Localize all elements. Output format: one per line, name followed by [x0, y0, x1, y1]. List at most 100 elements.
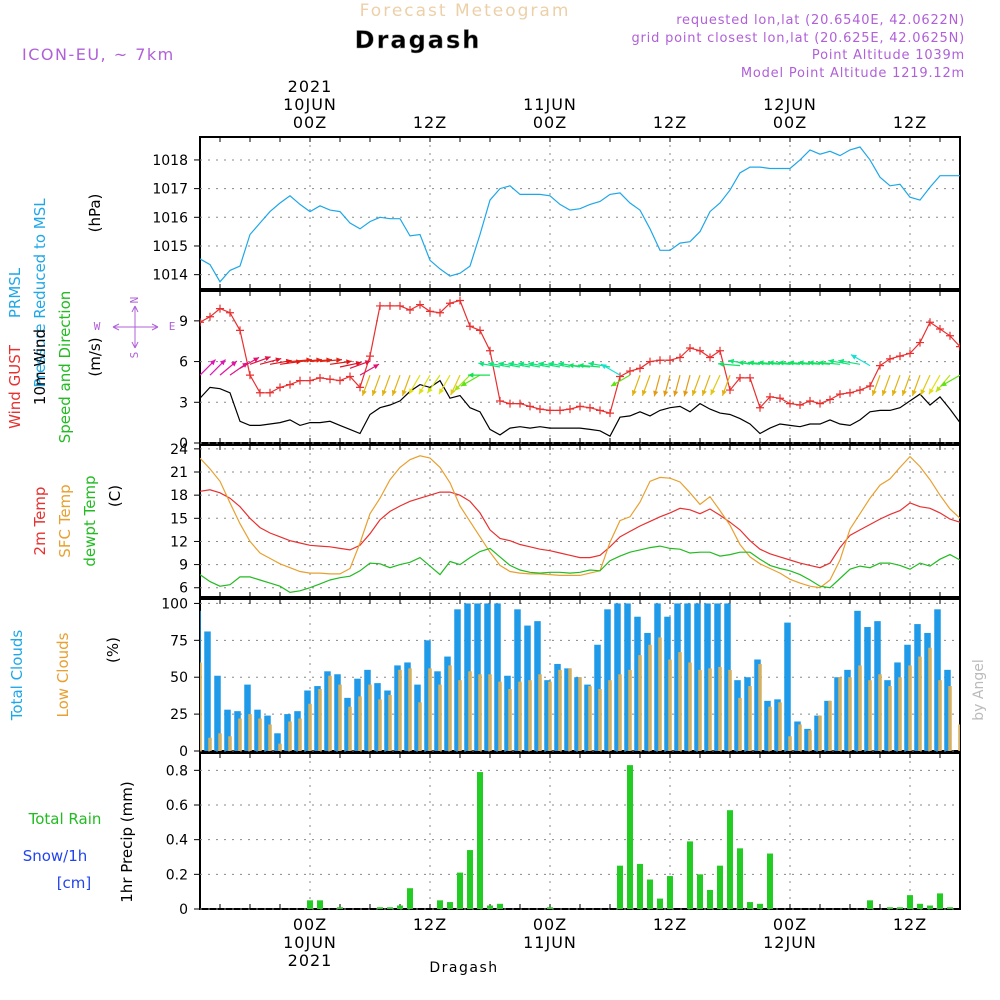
wind-arrow-head — [710, 389, 716, 396]
compass-ns-arrow — [131, 305, 139, 349]
wind-arrow-head — [209, 359, 216, 366]
clouds-bar — [424, 640, 431, 751]
clouds-bar — [588, 686, 592, 751]
precip-ytick-label: 0.6 — [166, 798, 188, 814]
gust-marker — [346, 372, 354, 381]
clouds-bar — [478, 674, 482, 751]
clouds-bar — [864, 627, 871, 751]
gust-marker — [256, 388, 264, 397]
clouds-bar — [554, 663, 561, 751]
clouds-bar — [624, 603, 631, 751]
clouds-bar — [268, 724, 272, 751]
wind-arrow-head — [373, 364, 380, 370]
clouds-bar — [728, 669, 732, 751]
clouds-bar — [658, 637, 662, 751]
wind-arrow-head — [631, 389, 637, 396]
time-label-bottom: 00Z — [533, 915, 567, 934]
gust-marker — [956, 342, 960, 351]
clouds-bar — [694, 603, 701, 751]
clouds-axis-label-0: Total Clouds — [8, 630, 26, 722]
wind-axis-label-2: Speed and Direction — [56, 291, 74, 444]
time-label-top: 10JUN — [283, 95, 337, 114]
wind-ytick-label: 6 — [179, 355, 188, 371]
precip-bar — [477, 772, 483, 909]
clouds-bar — [334, 674, 341, 751]
gust-marker — [586, 403, 594, 412]
gust-marker — [736, 373, 744, 382]
clouds-bar — [944, 669, 951, 751]
clouds-bar — [404, 662, 411, 751]
clouds-bar — [814, 715, 821, 751]
clouds-bar — [748, 686, 752, 751]
clouds-bar — [934, 609, 941, 751]
precip-ytick-label: 0.4 — [166, 833, 188, 849]
wind-arrow-head — [381, 389, 387, 396]
model-altitude: Model Point Altitude 1219.12m — [741, 66, 965, 81]
gust-marker — [436, 308, 444, 317]
gust-marker — [266, 388, 274, 397]
clouds-bar — [318, 689, 322, 751]
clouds-bar — [328, 675, 332, 751]
gust-marker — [216, 304, 224, 313]
clouds-bar — [258, 718, 262, 751]
precip-bar — [947, 907, 953, 909]
precip-bar — [727, 810, 733, 909]
wind-arrow-head — [920, 389, 926, 396]
wind-arrow-head — [578, 362, 584, 369]
wind-axis-label-0: Wind GUST — [6, 344, 24, 429]
temperature-ytick-label: 15 — [170, 511, 188, 527]
pressure-ytick-label: 1017 — [152, 182, 188, 198]
time-label-top: 12Z — [653, 113, 687, 132]
wind-arrow-head — [568, 362, 574, 369]
wind-arrow-head — [391, 389, 397, 396]
gust-marker — [406, 306, 414, 314]
clouds-bar — [758, 663, 762, 751]
precip-bar — [307, 900, 313, 909]
location-title: Dragash — [355, 26, 482, 54]
gust-marker — [856, 386, 864, 395]
gust-marker — [666, 356, 674, 365]
gust-marker — [396, 301, 404, 310]
clouds-bar — [634, 616, 641, 751]
gust-marker — [776, 394, 784, 403]
gust-marker — [636, 364, 644, 373]
clouds-bar — [438, 684, 442, 751]
precip-bar — [467, 850, 473, 909]
gust-marker — [686, 344, 694, 352]
gust-marker — [756, 403, 764, 412]
temperature-panel: 6 9 12 15 18 21 24 2m Temp SFC Temp dewpt Temp (C) — [31, 442, 961, 598]
wind-arrow-head — [336, 357, 342, 363]
precip-bar — [627, 765, 633, 909]
precip-bar — [657, 898, 663, 909]
clouds-bar — [288, 721, 292, 751]
wind-arrow-head — [891, 389, 897, 396]
wind-arrow-head — [871, 389, 877, 396]
gust-marker — [726, 386, 734, 395]
pressure-panel: 1014 1015 1016 1017 1018 PRMSL Pressure Reduce… — [6, 136, 961, 388]
wind-compass: W E N S — [94, 297, 176, 359]
wind-arrow-head — [683, 390, 689, 397]
clouds-bar — [578, 677, 582, 751]
gust-marker — [506, 399, 514, 408]
gust-marker — [336, 376, 344, 385]
model-name: ICON-EU, ~ 7km — [22, 45, 175, 64]
temperature-frame — [199, 444, 961, 598]
precip-bar — [917, 903, 923, 909]
gust-marker — [746, 373, 754, 382]
time-label-top: 2021 — [288, 77, 333, 96]
gust-marker — [286, 380, 294, 389]
clouds-bar — [768, 706, 772, 751]
wind-arrow-head — [409, 388, 414, 395]
clouds-bar — [498, 681, 502, 751]
precip-bar — [637, 863, 643, 909]
wind-arrow-head — [528, 361, 535, 367]
clouds-bar — [364, 669, 371, 751]
clouds-bar — [838, 677, 842, 751]
precip-bar — [897, 907, 903, 909]
wind-arrow-head — [538, 361, 545, 367]
clouds-bar — [274, 733, 281, 751]
gust-marker — [316, 373, 324, 382]
gust-marker — [296, 376, 304, 385]
clouds-bar — [324, 671, 331, 751]
wind-arrow-head — [778, 360, 784, 366]
